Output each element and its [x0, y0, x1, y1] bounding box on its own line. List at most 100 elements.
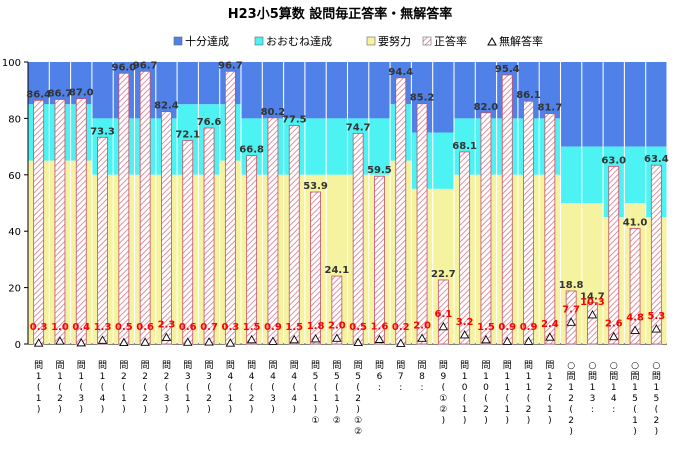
x-tick-char: )	[633, 427, 637, 437]
no-answer-marker	[225, 338, 236, 347]
x-tick-char: 問	[524, 360, 533, 371]
correct-rate-label: 96.7	[133, 60, 158, 71]
x-tick-char: 3	[164, 394, 170, 404]
x-tick-char: )	[143, 405, 147, 415]
x-tick-char: 問	[205, 360, 214, 371]
x-tick-char: 問	[588, 371, 597, 382]
x-tick-char: 3	[270, 394, 276, 404]
correct-rate-bar	[97, 136, 108, 345]
no-answer-marker	[523, 336, 534, 345]
x-tick-label: ○問15(2)	[652, 361, 661, 437]
x-tick-char: 5	[334, 372, 340, 382]
band-top	[71, 62, 92, 105]
correct-rate-bar	[267, 117, 279, 345]
no-answer-label: 0.4	[72, 322, 90, 333]
x-tick-char: 1	[504, 405, 510, 415]
x-tick-char: )	[101, 405, 105, 415]
x-tick-char: 問	[268, 360, 277, 371]
x-tick-char: (	[548, 394, 552, 404]
x-tick-char: 2	[206, 394, 212, 404]
x-tick-char: )	[58, 405, 62, 415]
x-tick-char: )	[505, 416, 509, 426]
x-tick-char: (	[442, 383, 446, 393]
x-tick-label: 問1(4)	[98, 360, 107, 415]
band-top	[369, 62, 390, 119]
x-tick-char: 問	[396, 360, 405, 371]
x-tick-char: (	[505, 394, 509, 404]
x-tick-char: (	[314, 383, 318, 393]
x-tick-char: (	[655, 405, 659, 415]
band-top	[305, 62, 326, 119]
no-answer-label: 2.0	[328, 320, 346, 331]
band-top	[433, 62, 454, 133]
band-top	[561, 62, 582, 147]
x-tick-char: :	[591, 405, 594, 415]
x-tick-char: )	[356, 405, 360, 415]
no-answer-label: 1.5	[243, 322, 261, 333]
no-answer-label: 0.9	[520, 322, 538, 333]
correct-rate-label: 86.7	[48, 89, 73, 100]
x-tick-label: 問8:	[418, 360, 427, 393]
correct-rate-label: 82.0	[474, 102, 499, 113]
x-tick-char: )	[335, 405, 339, 415]
correct-rate-label: 73.3	[90, 126, 115, 137]
x-tick-char: 問	[567, 371, 576, 382]
band-top	[262, 62, 284, 119]
x-tick-char: 問	[503, 360, 512, 371]
x-tick-char: 1	[100, 372, 106, 382]
x-tick-char: )	[250, 405, 254, 415]
x-tick-char: 問	[375, 360, 384, 371]
x-tick-char: 1	[526, 372, 532, 382]
correct-rate-bar	[437, 279, 449, 345]
correct-rate-label: 81.7	[538, 103, 563, 114]
y-tick-label: 60	[8, 171, 21, 182]
x-tick-char: :	[399, 383, 402, 393]
band-mid	[582, 146, 603, 203]
no-answer-marker	[417, 333, 427, 342]
x-tick-label: 問10(1)	[460, 360, 469, 426]
x-tick-char: (	[207, 383, 211, 393]
x-tick-char: 4	[249, 372, 255, 382]
x-tick-label: 問1(3)	[77, 360, 86, 415]
no-answer-label: 0.3	[30, 322, 48, 333]
no-answer-marker	[161, 332, 172, 341]
correct-rate-label: 63.0	[601, 155, 626, 166]
x-tick-char: (	[250, 383, 254, 393]
correct-rate-label: 24.1	[325, 265, 350, 276]
no-answer-marker	[332, 333, 342, 342]
x-tick-char: )	[463, 416, 467, 426]
x-tick-char: 2	[121, 372, 127, 382]
correct-rate-bar	[33, 99, 45, 345]
band-mid	[326, 118, 347, 175]
x-tick-char: (	[101, 383, 105, 393]
no-answer-label: 1.5	[285, 322, 303, 333]
x-tick-label: ○問13:	[588, 361, 597, 415]
correct-rate-label: 59.5	[367, 165, 392, 176]
x-tick-char: 問	[652, 371, 661, 382]
correct-rate-label: 95.4	[495, 64, 520, 75]
legend-swatch	[254, 36, 264, 46]
no-answer-marker	[119, 337, 129, 347]
x-tick-char: 2	[568, 416, 574, 426]
band-top	[49, 62, 71, 105]
band-top	[28, 62, 49, 105]
x-tick-char: 問	[162, 360, 171, 371]
x-tick-char: 問	[141, 360, 150, 371]
no-answer-label: 7.7	[562, 304, 580, 315]
no-answer-marker	[353, 337, 363, 347]
x-tick-char: 3	[590, 394, 596, 404]
x-tick-char: (	[58, 383, 62, 393]
correct-rate-bar	[310, 191, 321, 345]
no-answer-label: 2.3	[158, 320, 176, 331]
x-tick-char: )	[165, 405, 169, 415]
x-tick-label: 問4(1)	[226, 360, 235, 415]
band-top	[646, 62, 667, 147]
x-tick-char: ①	[312, 416, 320, 426]
x-tick-label: 問4(4)	[290, 360, 299, 415]
x-tick-char: 5	[313, 372, 319, 382]
no-answer-marker	[55, 336, 65, 345]
x-tick-char: 4	[227, 372, 233, 382]
no-answer-marker	[481, 334, 491, 344]
correct-rate-label: 72.1	[175, 130, 200, 141]
correct-rate-label: 80.2	[261, 107, 286, 118]
